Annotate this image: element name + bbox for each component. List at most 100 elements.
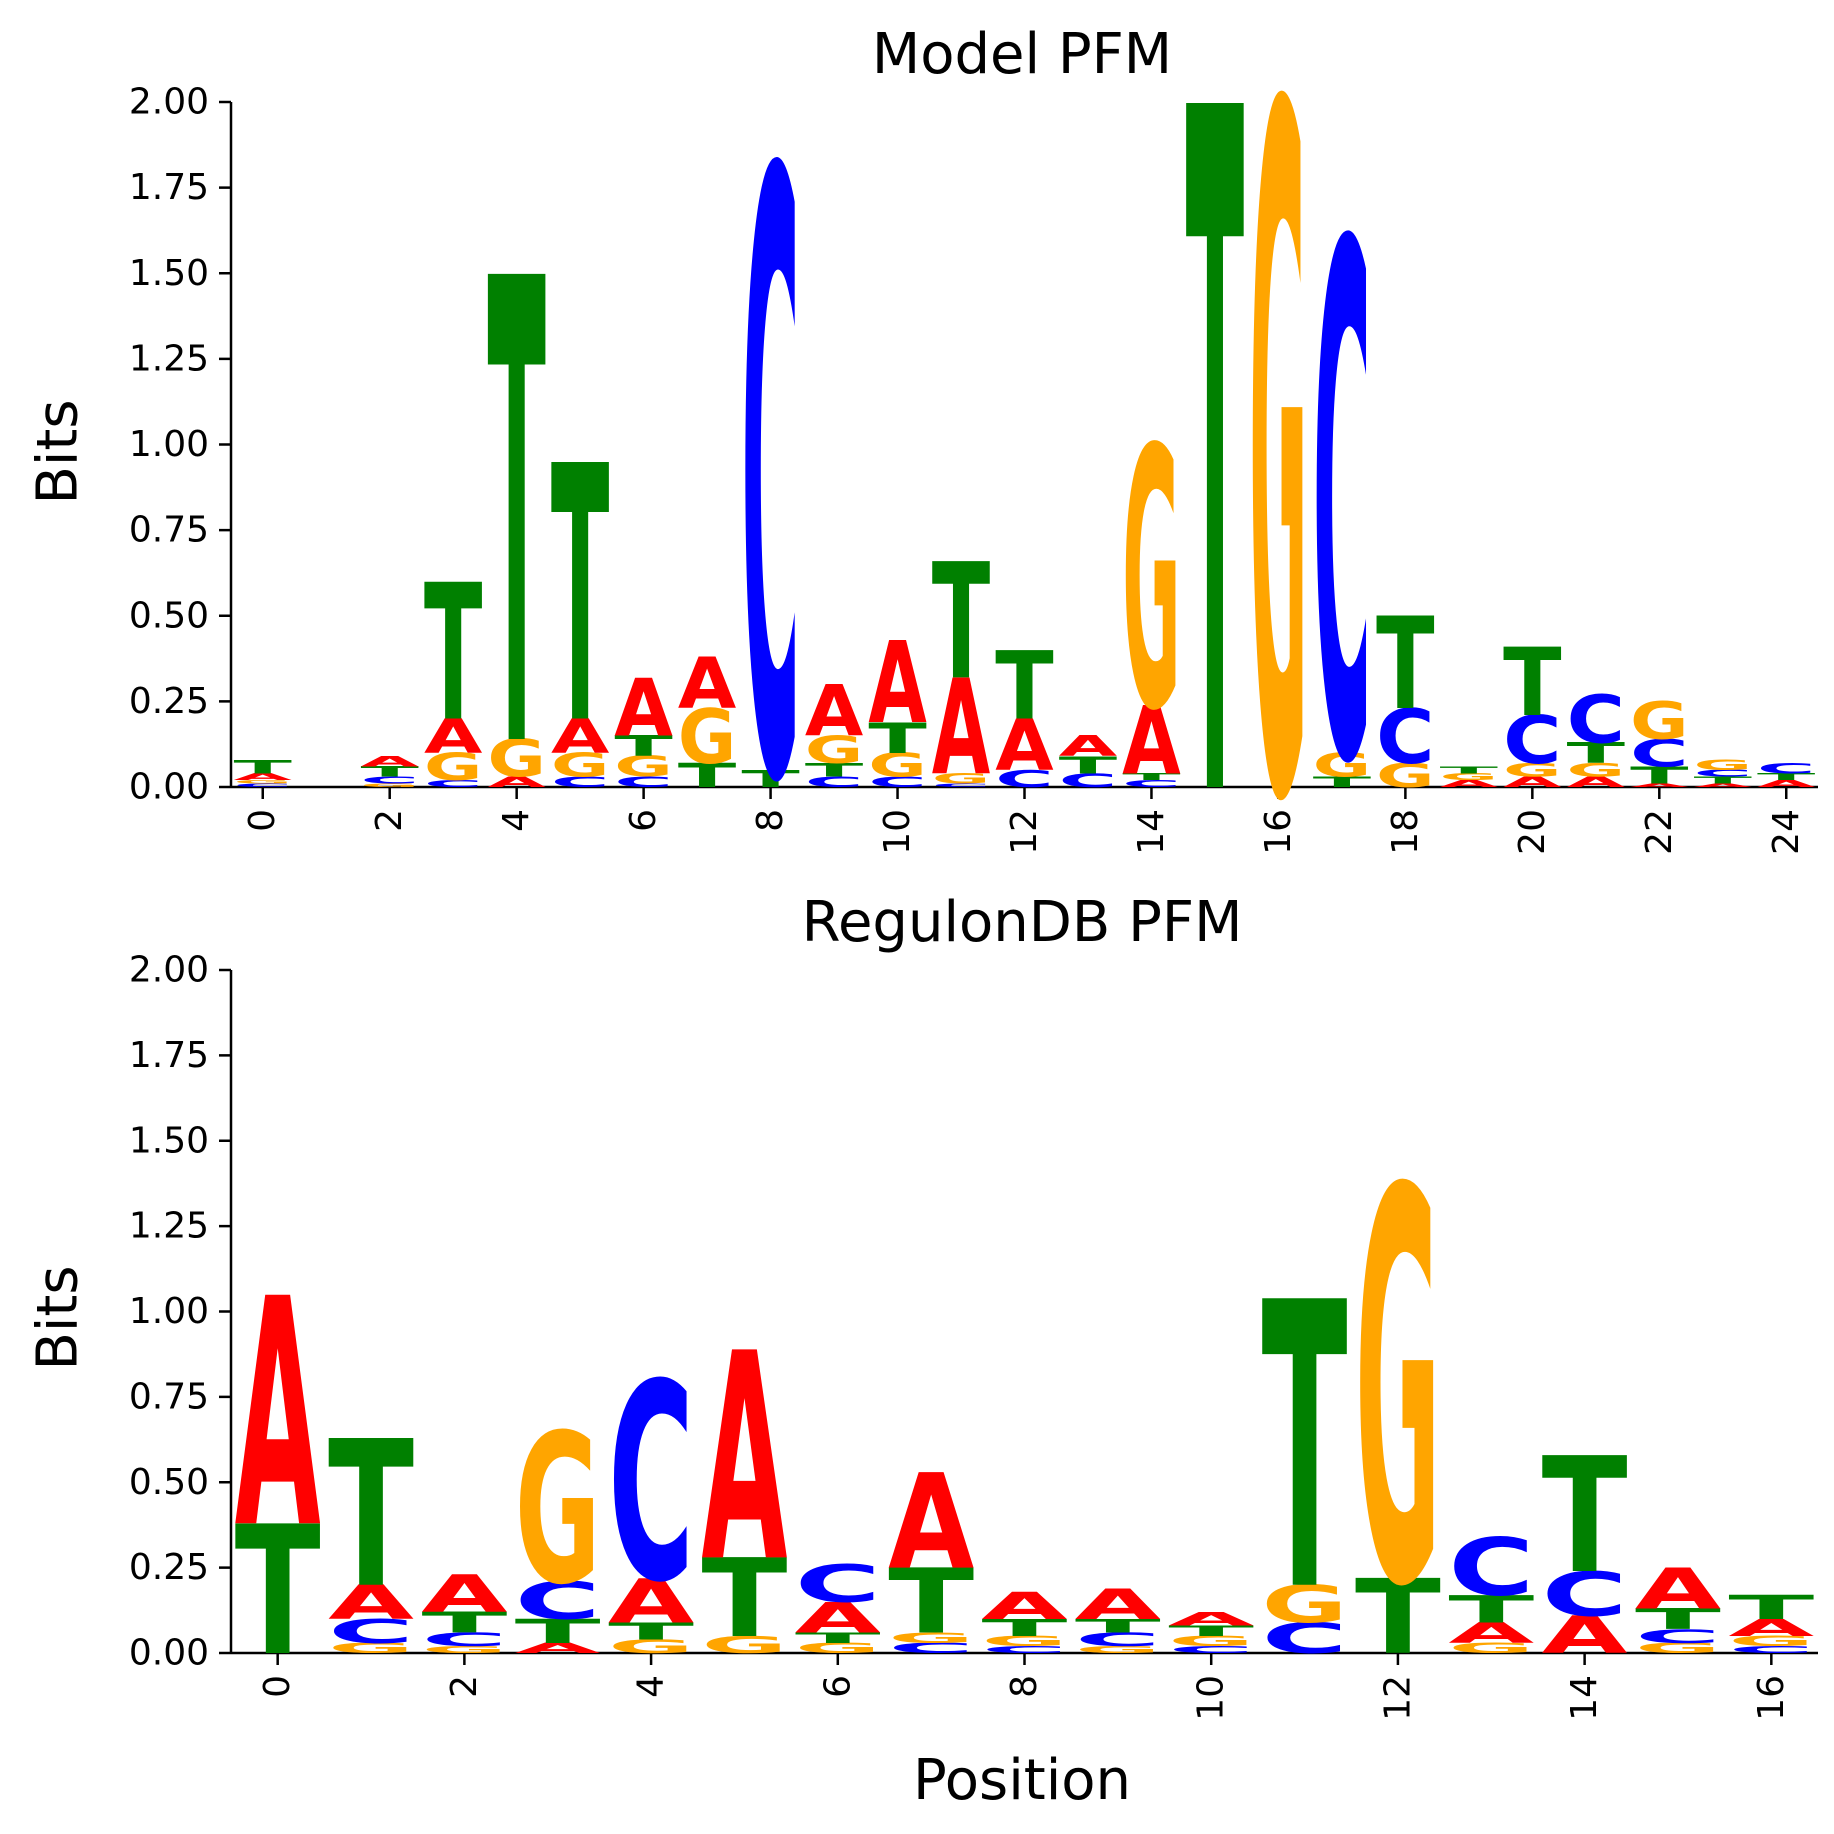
logo-letter-T: T — [551, 393, 610, 802]
logo-letter-T: T — [487, 148, 546, 891]
logo-letter-G: G — [1694, 757, 1752, 773]
logo-letter-G: G — [1075, 1644, 1161, 1655]
logo-letter-C: C — [982, 1644, 1068, 1655]
logo-letter-C: C — [515, 1572, 601, 1632]
logo-letter-C: C — [551, 774, 609, 790]
logo-letter-T: T — [1694, 775, 1753, 786]
logo-letter-C: C — [1262, 1614, 1348, 1663]
logo-letter-A: A — [1757, 778, 1816, 789]
y-tick-label: 0.25 — [129, 1547, 209, 1588]
logo-letter-C: C — [1635, 1625, 1721, 1647]
x-tick-label: 4 — [631, 1675, 672, 1698]
logo-letter-C: C — [328, 1613, 414, 1651]
logo-letter-A: A — [235, 1234, 321, 1598]
logo-letter-C: C — [421, 1629, 507, 1651]
logo-letter-A: A — [1630, 783, 1689, 789]
logo-letter-A: A — [1168, 1608, 1254, 1630]
logo-letter-A: A — [424, 709, 483, 764]
x-tick-label: 18 — [1385, 809, 1426, 855]
logo-letter-T: T — [424, 546, 482, 763]
logo-letter-C: C — [995, 765, 1053, 792]
logo-letter-C: C — [868, 774, 926, 790]
logo-letter-A: A — [360, 753, 418, 769]
y-tick-label: 1.25 — [129, 1206, 209, 1247]
x-tick-label: 16 — [1751, 1675, 1792, 1721]
x-tick-label: 10 — [1191, 1675, 1232, 1721]
logo-letter-C: C — [424, 778, 482, 789]
x-tick-label: 12 — [1377, 1675, 1418, 1721]
logo-letter-T: T — [1168, 1623, 1254, 1639]
y-tick-label: 0.00 — [129, 767, 209, 808]
logo-letter-C: C — [360, 775, 418, 786]
logo-letter-A: A — [982, 1584, 1068, 1628]
logo-letter-T: T — [868, 713, 926, 762]
y-axis-label-model: Bits — [25, 399, 91, 505]
logo-letter-T: T — [678, 757, 736, 795]
logo-letter-A: A — [551, 709, 610, 764]
logo-letter-A: A — [795, 1593, 881, 1642]
logo-letter-T: T — [1567, 737, 1626, 770]
logo-letter-C: C — [1567, 682, 1625, 759]
logo-letter-G: G — [795, 1640, 881, 1656]
logo-letter-G: G — [1249, 0, 1307, 1008]
logo-letter-G: G — [515, 1390, 601, 1631]
logo-letter-C: C — [888, 1640, 974, 1656]
x-tick-label: 14 — [1564, 1675, 1605, 1721]
logo-letter-G: G — [1168, 1633, 1254, 1649]
logo-letter-C: C — [932, 783, 990, 788]
logo-letter-C: C — [805, 774, 863, 790]
x-tick-label: 22 — [1639, 809, 1680, 855]
logo-letter-T: T — [421, 1606, 507, 1639]
logo-letter-A: A — [1694, 783, 1753, 789]
logo-letter-T: T — [701, 1536, 787, 1662]
x-tick-label: 2 — [369, 809, 410, 832]
logo-letter-A: A — [888, 1446, 974, 1599]
y-tick-label: 1.25 — [129, 338, 209, 379]
y-tick-label: 2.00 — [129, 950, 209, 991]
logo-letter-T: T — [1503, 629, 1561, 738]
logo-letter-G: G — [868, 747, 926, 785]
logo-letter-C: C — [1376, 694, 1434, 781]
x-axis-label: Position — [912, 1748, 1132, 1813]
logo-letter-A: A — [678, 644, 737, 726]
logo-letter-G: G — [421, 1644, 507, 1655]
logo-letter-T: T — [1313, 774, 1372, 790]
logo-letter-T: T — [1262, 1220, 1349, 1678]
logo-letter-C: C — [614, 774, 672, 790]
logo-letter-G: G — [1448, 1640, 1534, 1656]
x-tick-label: 20 — [1512, 809, 1553, 855]
logo-letter-A: A — [868, 617, 926, 749]
y-tick-label: 0.25 — [129, 681, 209, 722]
logo-regulondb: 0.00 0.25 0.50 0.75 1.00 1.25 1.50 1.75 2.00 0 2 4 6… — [129, 950, 1818, 1721]
logo-letter-A: A — [1542, 1606, 1628, 1666]
logo-letter-T: T — [235, 1489, 321, 1696]
logo-letter-A: A — [1059, 730, 1117, 763]
x-tick-label: 0 — [257, 1675, 298, 1698]
x-tick-label: 8 — [1004, 1675, 1045, 1698]
y-tick-label: 1.50 — [129, 1120, 209, 1161]
y-tick-label: 1.50 — [129, 253, 209, 294]
logo-letter-G: G — [932, 771, 990, 787]
logo-letter-C: C — [234, 783, 292, 788]
logo-letter-G: G — [1440, 771, 1498, 782]
logo-letter-C: C — [1503, 703, 1561, 780]
logo-letter-A: A — [932, 653, 990, 805]
logo-letter-G: G — [487, 729, 545, 790]
logo-letter-C: C — [1168, 1644, 1254, 1655]
logo-letter-G: G — [1635, 1640, 1721, 1656]
logo-letter-G: G — [608, 1636, 694, 1658]
chart-title-model: Model PFM — [871, 22, 1173, 87]
logo-letter-A: A — [608, 1567, 694, 1638]
x-tick-label: 24 — [1766, 809, 1807, 855]
y-tick-label: 0.50 — [129, 595, 209, 636]
logo-letter-T: T — [1448, 1588, 1534, 1632]
x-tick-label: 2 — [444, 1675, 485, 1698]
logo-letter-C: C — [1313, 101, 1371, 920]
y-tick-label: 2.00 — [129, 82, 209, 123]
logo-letter-A: A — [487, 774, 545, 790]
logo-letter-C: C — [1448, 1521, 1534, 1614]
logo-letter-G: G — [1630, 691, 1688, 752]
logo-letter-T: T — [1355, 1558, 1441, 1678]
logo-letter-T: T — [932, 530, 990, 716]
